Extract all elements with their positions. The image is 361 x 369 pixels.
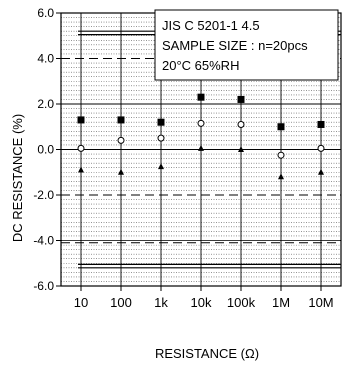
y-tick-label: -2.0 (33, 188, 54, 202)
y-tick-label: 0.0 (37, 143, 54, 157)
y-tick-label: -6.0 (33, 279, 54, 293)
data-point-square (117, 116, 125, 124)
data-point-triangle (238, 146, 244, 152)
data-markers (77, 93, 325, 180)
x-axis-label: RESISTANCE (Ω) (155, 346, 259, 361)
y-axis-label: DC RESISTANCE (%) (10, 114, 25, 242)
y-axis-ticks: -6.0 -4.0 -2.0 0.0 2.0 4.0 6.0 (33, 6, 61, 293)
x-tick-label: 10M (308, 295, 333, 310)
data-point-square (157, 118, 165, 126)
data-point-square (317, 120, 325, 128)
x-tick-label: 1k (154, 295, 168, 310)
data-point-square (197, 93, 205, 101)
x-tick-label: 100 (110, 295, 132, 310)
y-tick-label: 2.0 (37, 97, 54, 111)
data-point-square (77, 116, 85, 124)
data-point-triangle (198, 144, 204, 151)
legend-box-frame (154, 9, 339, 81)
x-tick-label: 100k (227, 295, 256, 310)
x-axis-ticks: 10 100 1k 10k 100k 1M 10M (74, 286, 334, 310)
x-tick-label: 10 (74, 295, 88, 310)
data-point-circle (277, 151, 285, 159)
data-point-triangle (118, 168, 124, 175)
data-point-triangle (78, 166, 84, 173)
data-point-triangle (318, 168, 324, 175)
data-point-circle (197, 119, 205, 127)
y-tick-label: 4.0 (37, 52, 54, 66)
data-point-square (277, 123, 285, 131)
data-point-circle (317, 144, 325, 152)
y-tick-label: 6.0 (37, 6, 54, 20)
legend-line-1: JIS C 5201-1 4.5 (162, 18, 260, 33)
x-tick-label: 1M (272, 295, 290, 310)
legend-line-2: SAMPLE SIZE : n=20pcs (162, 38, 308, 53)
legend-box: JIS C 5201-1 4.5 SAMPLE SIZE : n=20pcs 2… (154, 9, 339, 81)
data-point-square (237, 95, 245, 103)
y-tick-label: -4.0 (33, 234, 54, 248)
data-point-triangle (278, 173, 284, 180)
x-tick-label: 10k (191, 295, 212, 310)
legend-line-3: 20°C 65%RH (162, 58, 239, 73)
data-point-circle (157, 134, 165, 142)
data-point-triangle (158, 163, 164, 170)
data-point-circle (117, 136, 125, 144)
data-point-circle (237, 120, 245, 128)
data-point-circle (77, 144, 85, 152)
